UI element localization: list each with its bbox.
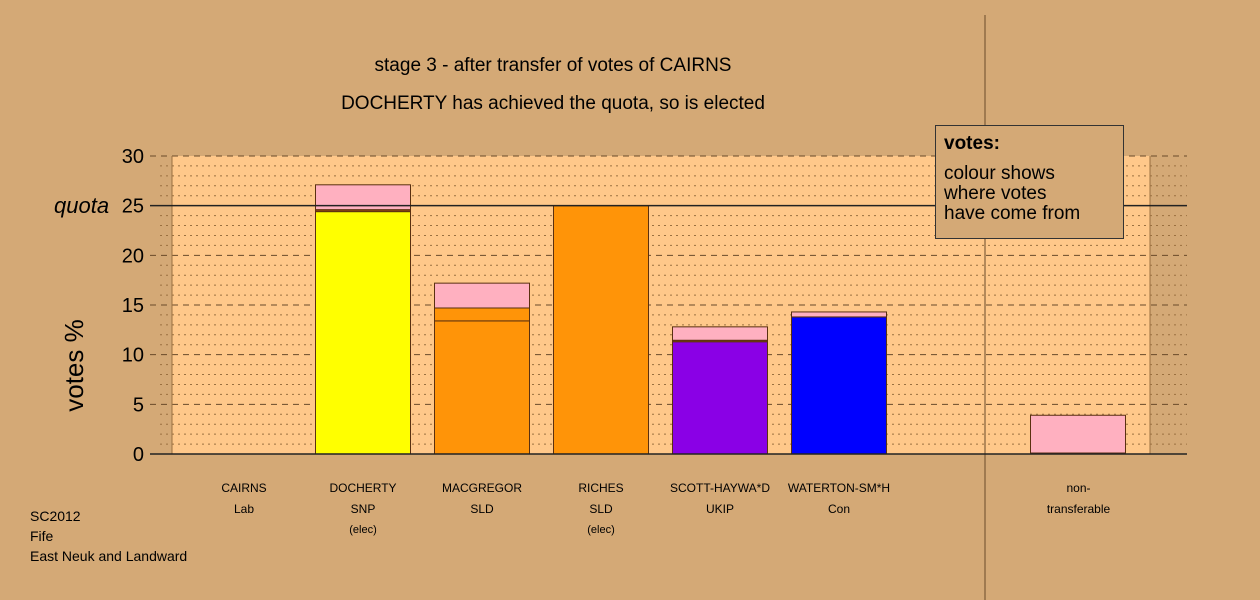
quota-label: quota (54, 193, 110, 218)
legend-title: votes: (944, 133, 1000, 154)
x-label-name: SCOTT-HAYWA*D (669, 481, 770, 495)
x-label: WATERTON-SM*H Con (774, 478, 904, 520)
x-label-note: (elec) (349, 524, 377, 536)
chart-title: stage 3 - after transfer of votes of CAI… (374, 55, 732, 76)
y-tick-label: 25 (122, 196, 144, 218)
x-label-name: RICHES (578, 481, 624, 495)
bar-segment (553, 205, 649, 455)
x-label-party: Con (827, 502, 850, 516)
legend-line: colour shows (944, 163, 1055, 184)
bar-segment (672, 341, 768, 455)
x-label-name: MACGREGOR (441, 481, 522, 495)
footer: SC2012 Fife East Neuk and Landward (30, 506, 187, 566)
x-label-party: UKIP (705, 502, 734, 516)
x-label-party: SNP (350, 502, 376, 516)
x-label-party: SLD (589, 502, 613, 516)
y-tick-label: 30 (122, 146, 144, 168)
y-tick-label: 0 (133, 444, 144, 466)
bar-segment (434, 320, 530, 455)
y-tick-label: 10 (122, 345, 144, 367)
x-label-name: DOCHERTY (329, 481, 397, 495)
y-tick-label: 5 (133, 394, 144, 416)
y-tick-label: 15 (122, 295, 144, 317)
bar-segment (434, 282, 530, 309)
y-axis-label: votes % (58, 319, 89, 412)
nontransferable-label: non- transferable (1012, 478, 1145, 520)
footer-line: SC2012 (30, 508, 81, 524)
bar-segment (791, 316, 887, 455)
x-label: RICHES SLD (elec) (536, 478, 666, 541)
bar-segment (315, 211, 411, 455)
bar-segment (672, 326, 768, 341)
legend-line: where votes (944, 183, 1047, 204)
x-label: DOCHERTY SNP (elec) (298, 478, 428, 541)
x-label-party: SLD (470, 502, 494, 516)
x-label-note: (elec) (587, 524, 615, 536)
bar-segment (434, 307, 530, 322)
chart-subtitle: DOCHERTY has achieved the quota, so is e… (341, 93, 765, 114)
y-tick-label: 20 (122, 245, 144, 267)
x-label: MACGREGOR SLD (417, 478, 547, 520)
x-label-line: non- (1066, 481, 1091, 495)
bar-segment (791, 311, 887, 318)
x-label: SCOTT-HAYWA*D UKIP (655, 478, 785, 520)
footer-line: East Neuk and Landward (30, 548, 188, 564)
bar-segment (1030, 414, 1126, 454)
footer-line: Fife (30, 528, 54, 544)
x-label-name: CAIRNS (221, 481, 267, 495)
x-label-name: WATERTON-SM*H (787, 481, 891, 495)
x-label-party: Lab (233, 502, 255, 516)
legend: votes: colour shows where votes have com… (935, 125, 1124, 239)
x-label: CAIRNS Lab (179, 478, 309, 520)
x-label-line: transferable (1046, 502, 1111, 516)
legend-line: have come from (944, 203, 1081, 224)
